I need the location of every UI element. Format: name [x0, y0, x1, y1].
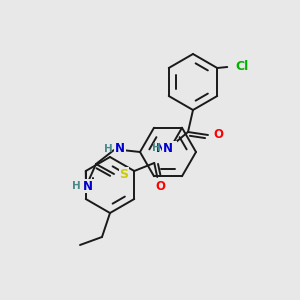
Text: O: O: [155, 179, 165, 193]
Text: H: H: [72, 181, 80, 191]
Text: O: O: [213, 128, 223, 142]
Text: N: N: [115, 142, 125, 155]
Text: N: N: [83, 179, 93, 193]
Text: S: S: [119, 167, 128, 181]
Text: N: N: [163, 142, 173, 154]
Text: H: H: [152, 143, 160, 153]
Text: NH: NH: [156, 142, 176, 154]
Text: H: H: [103, 144, 112, 154]
Text: Cl: Cl: [235, 59, 248, 73]
